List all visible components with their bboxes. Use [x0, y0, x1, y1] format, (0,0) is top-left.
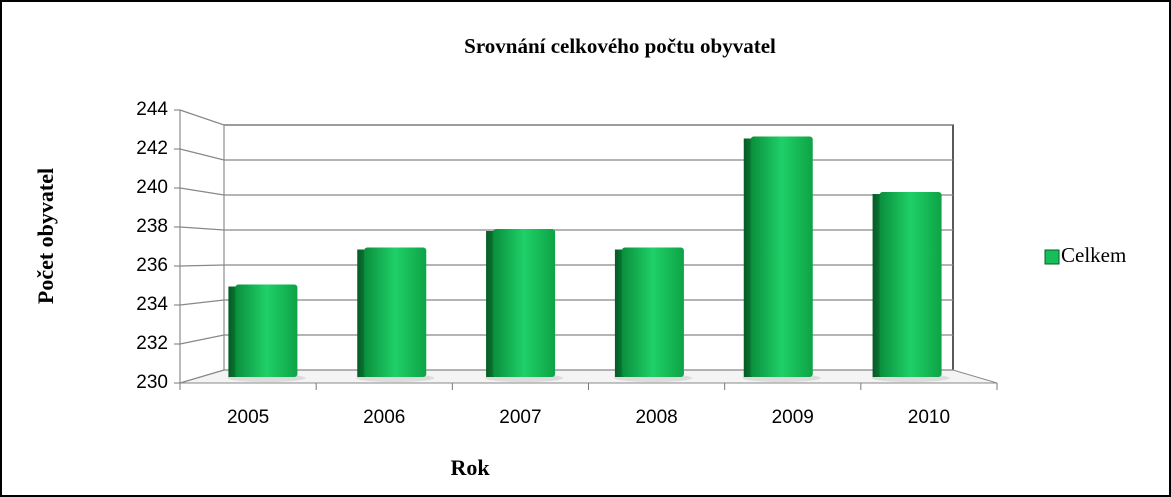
bar-side: [357, 249, 367, 377]
grid-line: [179, 148, 953, 161]
bar-side: [743, 138, 753, 377]
bar-side: [486, 231, 496, 377]
bar: [235, 284, 298, 377]
grid-line: [179, 226, 953, 231]
bar-side: [872, 194, 882, 377]
y-tick-label: 232: [136, 333, 168, 354]
x-tick-label: 2009: [772, 407, 814, 428]
y-tick-label: 242: [136, 138, 168, 159]
x-tick-label: 2006: [363, 407, 405, 428]
legend-label: Celkem: [1061, 243, 1126, 267]
x-axis-label: Rok: [450, 455, 490, 480]
y-axis-label: Počet obyvatel: [33, 168, 58, 304]
x-tick-label: 2005: [227, 407, 269, 428]
x-tick-label: 2010: [908, 407, 950, 428]
y-tick-label: 236: [136, 255, 168, 276]
y-tick-label: 244: [136, 99, 168, 120]
grid-line: [179, 109, 953, 126]
chart-title: Srovnání celkového počtu obyvatel: [464, 34, 776, 58]
grid-line: [179, 334, 953, 345]
bar: [879, 192, 942, 377]
grid-line: [179, 264, 953, 267]
bar: [364, 247, 427, 377]
grid-line: [179, 369, 953, 384]
x-tick-label: 2007: [499, 407, 541, 428]
bar: [621, 247, 684, 377]
bar: [493, 229, 556, 377]
y-tick-label: 230: [136, 372, 168, 393]
y-tick-label: 238: [136, 216, 168, 237]
x-tick-label: 2008: [635, 407, 677, 428]
grid-line: [179, 187, 953, 196]
y-tick-label: 240: [136, 177, 168, 198]
legend-swatch: [1044, 249, 1060, 265]
bar: [750, 136, 813, 377]
y-tick-label: 234: [136, 294, 168, 315]
bar-side: [614, 249, 624, 377]
grid-line: [179, 299, 953, 306]
bar-side: [228, 286, 238, 377]
